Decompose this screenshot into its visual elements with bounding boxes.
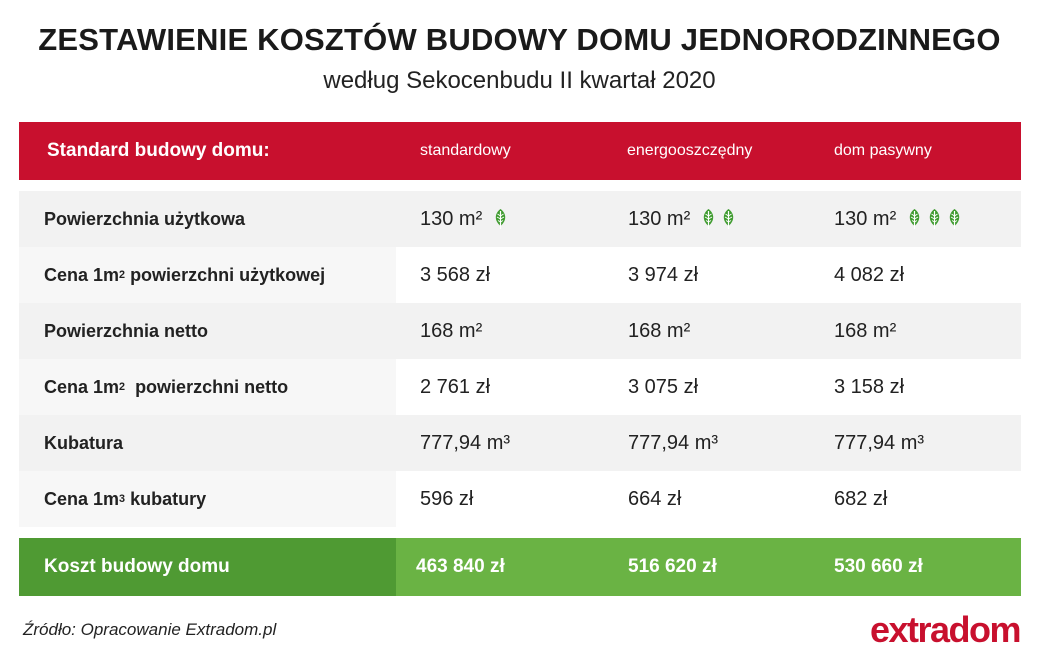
leaf-icons bbox=[700, 208, 737, 230]
cell-energooszczedny: 168 m² bbox=[604, 303, 812, 359]
header-energooszczedny: energooszczędny bbox=[627, 142, 753, 159]
leaf-icons bbox=[492, 208, 509, 230]
cost-table: Standard budowy domu: standardowy energo… bbox=[19, 122, 1021, 596]
leaf-icon bbox=[700, 208, 717, 230]
table-row: Kubatura 777,94 m³ 777,94 m³ 777,94 m³ bbox=[19, 415, 1021, 471]
cell-value: 130 m² bbox=[628, 207, 691, 230]
row-label: Cena 1m 2 powierzchni użytkowej bbox=[19, 247, 396, 303]
cell-standardowy: 3 568 zł bbox=[396, 247, 604, 303]
header-standardowy: standardowy bbox=[420, 142, 511, 159]
cell-dom-pasywny: 777,94 m³ bbox=[812, 415, 1021, 471]
row-label: Powierzchnia netto bbox=[19, 303, 396, 359]
table-header: Standard budowy domu: standardowy energo… bbox=[19, 122, 1021, 180]
cell-energooszczedny: 777,94 m³ bbox=[604, 415, 812, 471]
cell-dom-pasywny: 130 m² bbox=[812, 191, 1021, 247]
row-label: Cena 1m 3 kubatury bbox=[19, 471, 396, 527]
leaf-icon bbox=[906, 208, 923, 230]
cell-standardowy: 168 m² bbox=[396, 303, 604, 359]
cell-energooszczedny: 130 m² bbox=[604, 191, 812, 247]
cell-dom-pasywny: 3 158 zł bbox=[812, 359, 1021, 415]
table-row: Cena 1m 3 kubatury 596 zł 664 zł 682 zł bbox=[19, 471, 1021, 527]
cell-standardowy: 777,94 m³ bbox=[396, 415, 604, 471]
cell-value: 130 m² bbox=[834, 207, 897, 230]
total-standardowy: 463 840 zł bbox=[396, 538, 604, 596]
cell-value: 130 m² bbox=[420, 207, 483, 230]
total-dom-pasywny: 530 660 zł bbox=[812, 538, 1021, 596]
leaf-icons bbox=[906, 208, 963, 230]
cell-energooszczedny: 3 075 zł bbox=[604, 359, 812, 415]
table-row: Powierzchnia netto 168 m² 168 m² 168 m² bbox=[19, 303, 1021, 359]
cell-energooszczedny: 3 974 zł bbox=[604, 247, 812, 303]
cell-dom-pasywny: 168 m² bbox=[812, 303, 1021, 359]
page-subtitle: według Sekocenbudu II kwartał 2020 bbox=[323, 67, 716, 94]
table-row: Cena 1m 2 powierzchni netto 2 761 zł 3 07… bbox=[19, 359, 1021, 415]
total-row: Koszt budowy domu 463 840 zł 516 620 zł … bbox=[19, 538, 1021, 596]
cell-standardowy: 130 m² bbox=[396, 191, 604, 247]
leaf-icon bbox=[720, 208, 737, 230]
leaf-icon bbox=[492, 208, 509, 230]
cell-energooszczedny: 664 zł bbox=[604, 471, 812, 527]
row-label: Powierzchnia użytkowa bbox=[19, 191, 396, 247]
total-energooszczedny: 516 620 zł bbox=[604, 538, 812, 596]
leaf-icon bbox=[946, 208, 963, 230]
row-label: Cena 1m 2 powierzchni netto bbox=[19, 359, 396, 415]
extradom-logo: extradom bbox=[869, 609, 1022, 650]
header-label: Standard budowy domu: bbox=[47, 140, 270, 161]
cell-standardowy: 596 zł bbox=[396, 471, 604, 527]
page-title: ZESTAWIENIE KOSZTÓW BUDOWY DOMU JEDNOROD… bbox=[38, 22, 1001, 57]
total-label: Koszt budowy domu bbox=[19, 538, 396, 596]
table-row: Powierzchnia użytkowa 130 m² 130 m² 130 … bbox=[19, 191, 1021, 247]
cell-standardowy: 2 761 zł bbox=[396, 359, 604, 415]
cell-dom-pasywny: 4 082 zł bbox=[812, 247, 1021, 303]
table-body: Powierzchnia użytkowa 130 m² 130 m² 130 … bbox=[19, 191, 1021, 527]
table-row: Cena 1m 2 powierzchni użytkowej 3 568 zł … bbox=[19, 247, 1021, 303]
header-dom-pasywny: dom pasywny bbox=[834, 142, 932, 159]
cell-dom-pasywny: 682 zł bbox=[812, 471, 1021, 527]
leaf-icon bbox=[926, 208, 943, 230]
source-note: Źródło: Opracowanie Extradom.pl bbox=[23, 620, 277, 639]
row-label: Kubatura bbox=[19, 415, 396, 471]
